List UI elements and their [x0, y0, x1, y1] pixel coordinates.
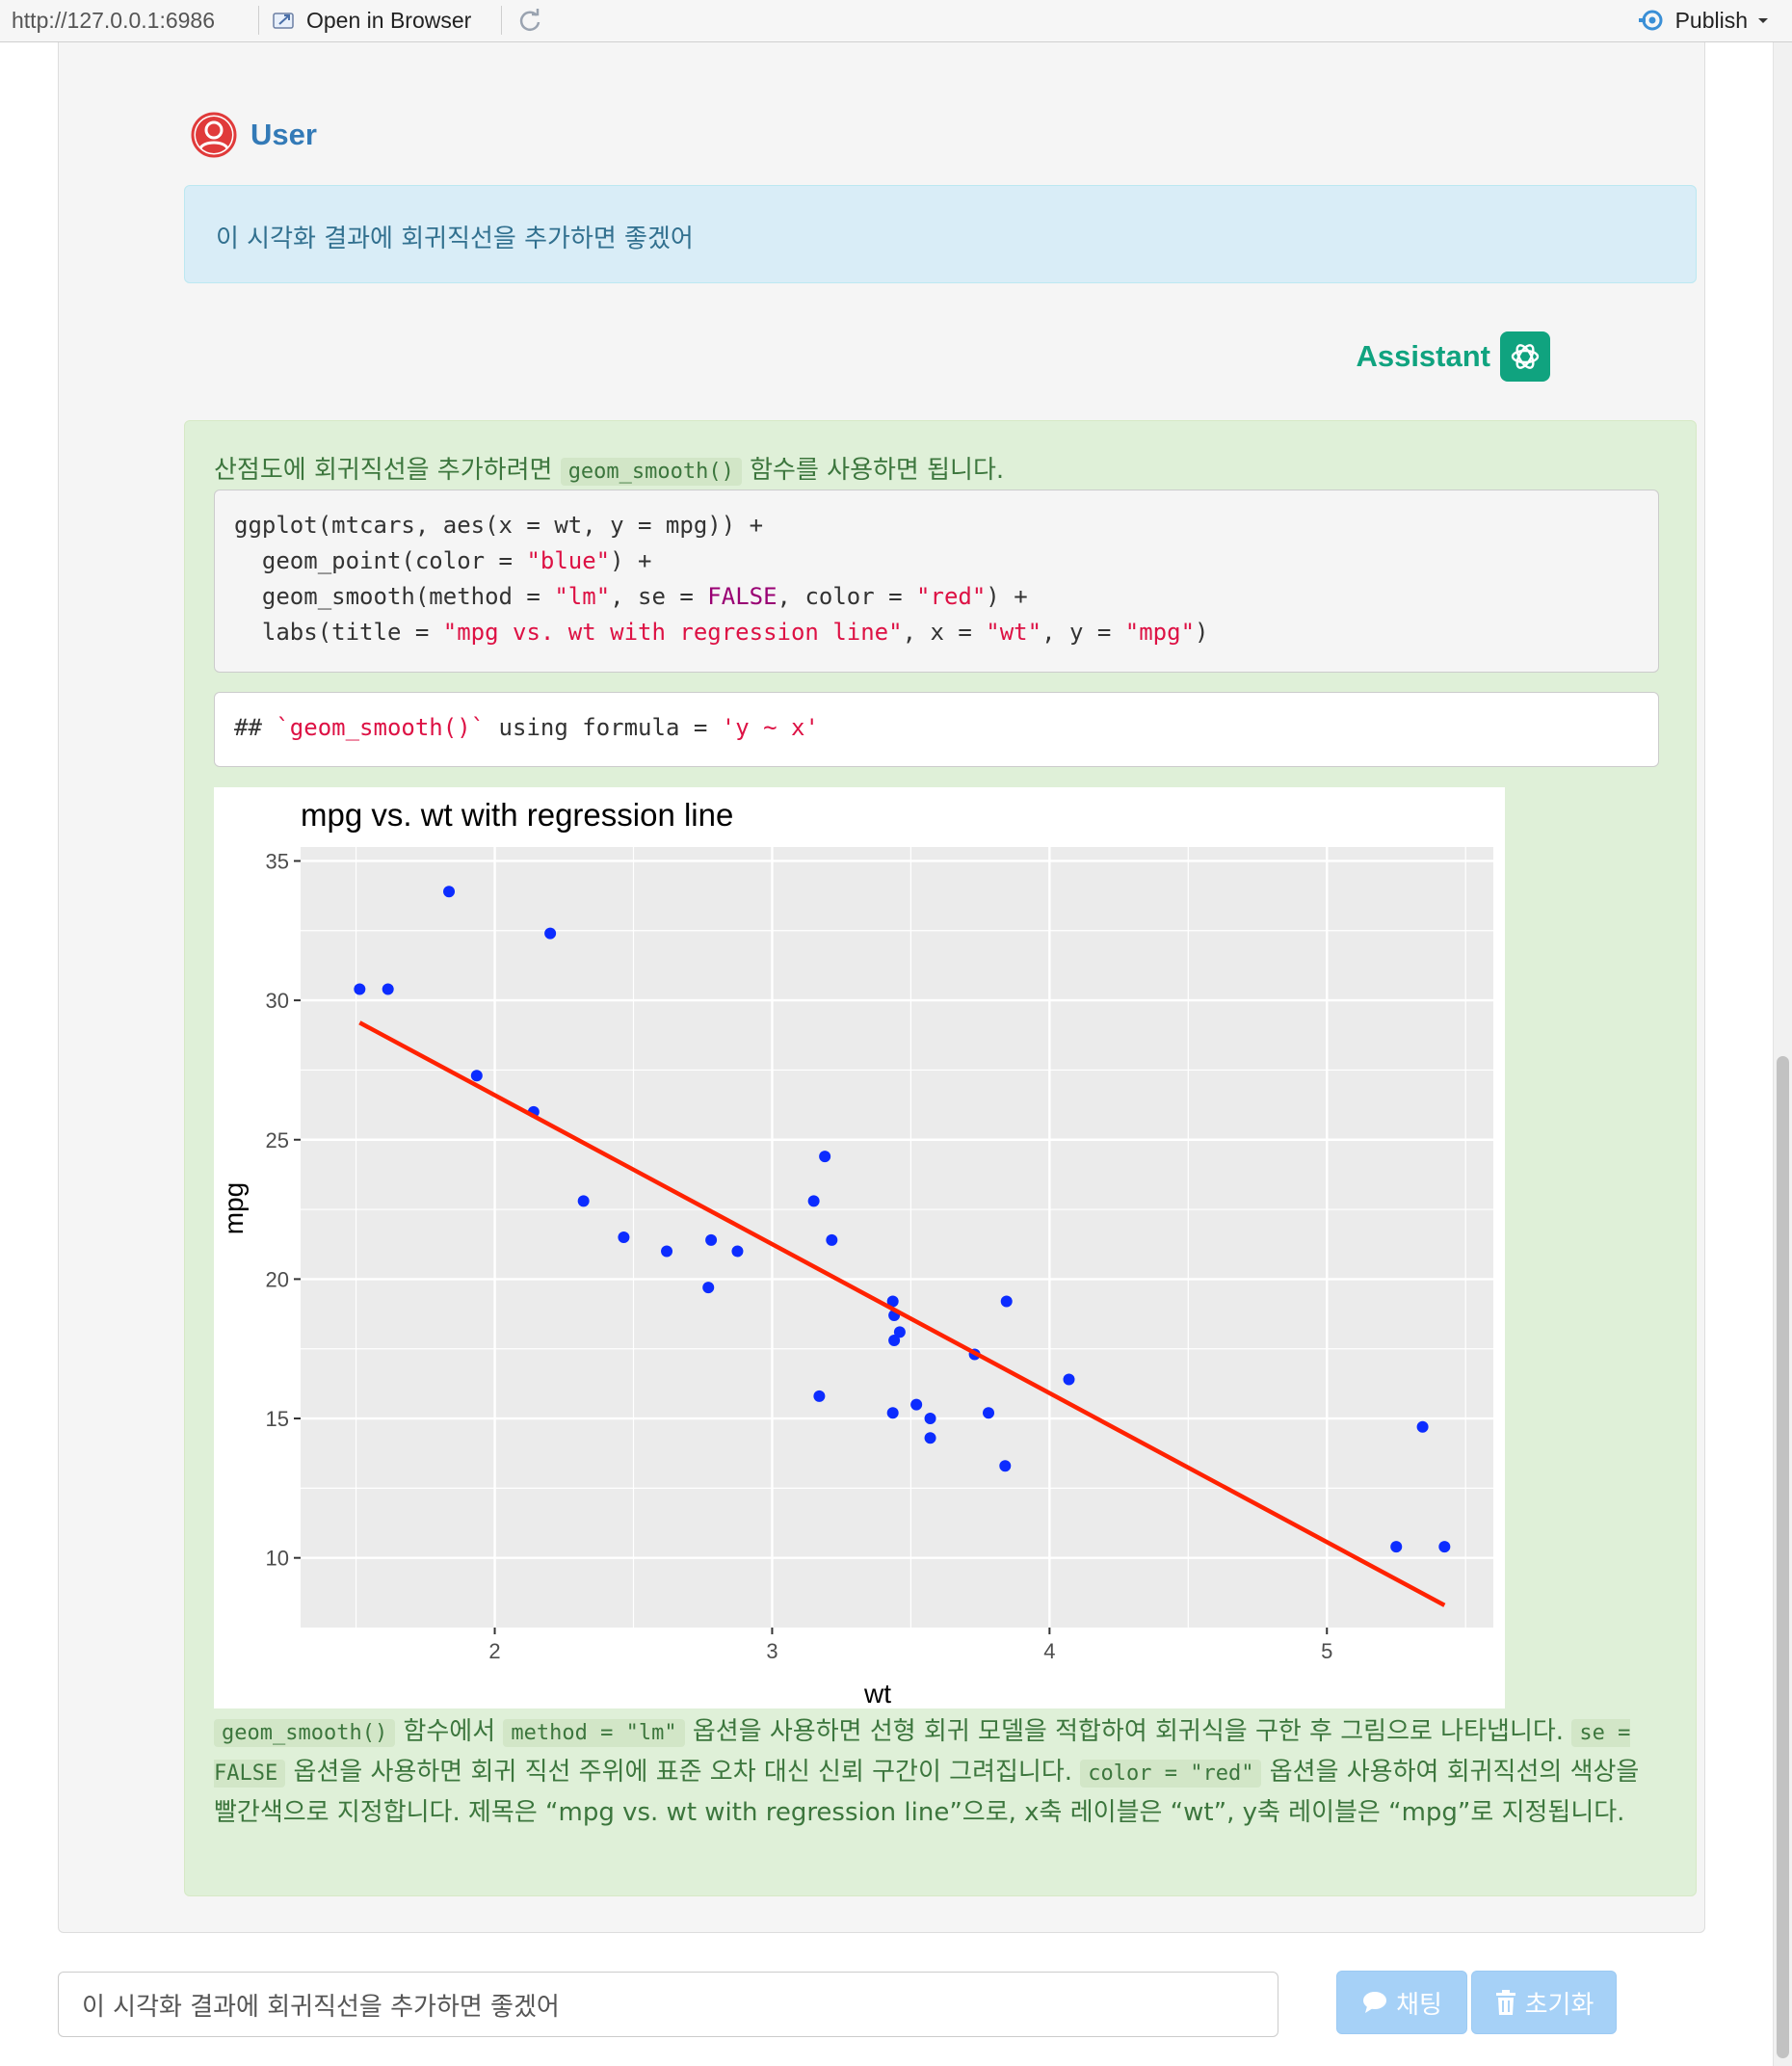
data-point: [807, 1195, 820, 1207]
code-line-4: labs(title = "mpg vs. wt with regression…: [234, 619, 1209, 646]
data-point: [983, 1407, 995, 1419]
data-point: [826, 1233, 838, 1246]
y-tick-label: 30: [266, 989, 289, 1013]
data-point: [544, 927, 557, 940]
inline-code: color = "red": [1080, 1760, 1262, 1788]
plot-panel: [301, 847, 1493, 1628]
chevron-down-icon: [1758, 18, 1768, 23]
code-line-1: ggplot(mtcars, aes(x = wt, y = mpg)) +: [234, 512, 764, 539]
assistant-explanation: geom_smooth() 함수에서 method = "lm" 옵션을 사용하…: [214, 1712, 1669, 1832]
data-point: [1416, 1420, 1429, 1433]
url-label: http://127.0.0.1:6986: [12, 8, 216, 33]
data-point: [1063, 1373, 1075, 1386]
chat-input[interactable]: [58, 1972, 1278, 2037]
y-tick-label: 15: [266, 1407, 289, 1431]
plot-image: 2 3 4 5 10 15 20 25 30 35 mpg vs. wt with regressi…: [214, 787, 1505, 1708]
data-point: [731, 1245, 744, 1258]
intro-text: 산점도에 회귀직선을 추가하려면: [214, 456, 553, 485]
inline-code: method = "lm": [503, 1719, 685, 1747]
code-line-2: geom_point(color = "blue") +: [234, 547, 652, 574]
code-line-3: geom_smooth(method = "lm", se = FALSE, c…: [234, 583, 1028, 610]
user-avatar-icon: [191, 112, 237, 158]
x-tick-label: 5: [1321, 1639, 1332, 1663]
toolbar-divider: [258, 6, 259, 35]
data-point: [443, 886, 456, 898]
inline-code: geom_smooth(): [214, 1719, 396, 1747]
openai-icon: [1511, 344, 1540, 369]
x-axis-label: wt: [863, 1679, 891, 1708]
data-point: [886, 1295, 899, 1308]
refresh-icon: [519, 9, 540, 31]
data-point: [354, 983, 366, 995]
data-point: [813, 1390, 826, 1402]
data-point: [924, 1413, 936, 1425]
user-header: User: [191, 112, 317, 158]
chart-title: mpg vs. wt with regression line: [301, 797, 733, 833]
data-point: [661, 1245, 673, 1258]
publish-icon: [1638, 10, 1663, 31]
data-point: [910, 1398, 923, 1411]
data-point: [924, 1432, 936, 1444]
open-in-browser-label: Open in Browser: [306, 7, 472, 33]
data-point: [382, 983, 394, 995]
x-tick-label: 3: [766, 1639, 777, 1663]
trash-icon: [1495, 1990, 1515, 2015]
publish-label: Publish: [1674, 7, 1748, 33]
chat-panel: User 이 시각화 결과에 회귀직선을 추가하면 좋겠어 Assistant …: [58, 42, 1705, 1933]
explain-text: 옵션을 사용하여 회귀직선의 색상을 빨간색으로 지정합니다. 제목은 “mpg…: [214, 1758, 1640, 1827]
assistant-name: Assistant: [1356, 339, 1490, 373]
reset-label: 초기화: [1524, 1990, 1594, 2020]
reset-button[interactable]: 초기화: [1471, 1971, 1617, 2034]
y-tick-label: 10: [266, 1547, 289, 1571]
output-block: ## `geom_smooth()` using formula = 'y ~ …: [214, 692, 1659, 767]
y-tick-label: 35: [266, 849, 289, 873]
data-point: [702, 1282, 715, 1294]
open-browser-icon: [273, 13, 294, 29]
user-message: 이 시각화 결과에 회귀직선을 추가하면 좋겠어: [184, 185, 1697, 283]
assistant-avatar: [1500, 331, 1550, 382]
comment-icon: [1363, 1992, 1387, 2013]
code-block: ggplot(mtcars, aes(x = wt, y = mpg)) + g…: [214, 490, 1659, 673]
data-point: [819, 1151, 831, 1163]
send-chat-label: 채팅: [1396, 1990, 1442, 2020]
open-in-browser-button[interactable]: Open in Browser: [272, 6, 471, 35]
publish-button[interactable]: Publish: [1637, 6, 1771, 35]
data-point: [470, 1070, 483, 1082]
data-point: [886, 1407, 899, 1419]
data-point: [999, 1460, 1012, 1472]
y-axis-label: mpg: [219, 1182, 249, 1234]
viewer-toolbar: http://127.0.0.1:6986 Open in Browser Pu…: [0, 0, 1792, 42]
refresh-button[interactable]: [515, 6, 544, 35]
scatter-chart: 2 3 4 5 10 15 20 25 30 35 mpg vs. wt with regressi…: [219, 797, 1493, 1708]
inline-code: geom_smooth(): [560, 458, 742, 486]
assistant-intro: 산점도에 회귀직선을 추가하려면 geom_smooth() 함수를 사용하면 …: [214, 450, 1004, 486]
intro-text: 함수를 사용하면 됩니다.: [750, 456, 1005, 485]
data-point: [1000, 1295, 1013, 1308]
scrollbar-thumb[interactable]: [1777, 1056, 1789, 2058]
assistant-message: 산점도에 회귀직선을 추가하려면 geom_smooth() 함수를 사용하면 …: [184, 420, 1697, 1896]
y-tick-label: 20: [266, 1267, 289, 1291]
toolbar-divider: [501, 6, 502, 35]
send-chat-button[interactable]: 채팅: [1336, 1971, 1467, 2034]
data-point: [888, 1335, 901, 1347]
data-point: [705, 1233, 718, 1246]
data-point: [618, 1232, 630, 1243]
y-tick-label: 25: [266, 1128, 289, 1152]
output-line: ## `geom_smooth()` using formula = 'y ~ …: [234, 714, 819, 741]
assistant-header: Assistant: [1356, 331, 1550, 382]
x-tick-label: 2: [488, 1639, 500, 1663]
x-tick-label: 4: [1043, 1639, 1055, 1663]
user-name: User: [250, 118, 317, 151]
explain-text: 옵션을 사용하면 선형 회귀 모델을 적합하여 회귀식을 구한 후 그림으로 나…: [692, 1717, 1565, 1746]
data-point: [893, 1326, 906, 1338]
data-point: [577, 1195, 590, 1207]
data-point: [1390, 1541, 1403, 1553]
explain-text: 옵션을 사용하면 회귀 직선 주위에 표준 오차 대신 신뢰 구간이 그려집니다…: [293, 1758, 1073, 1787]
data-point: [1438, 1541, 1451, 1553]
explain-text: 함수에서: [403, 1717, 496, 1746]
regression-line: [358, 1020, 1446, 1607]
